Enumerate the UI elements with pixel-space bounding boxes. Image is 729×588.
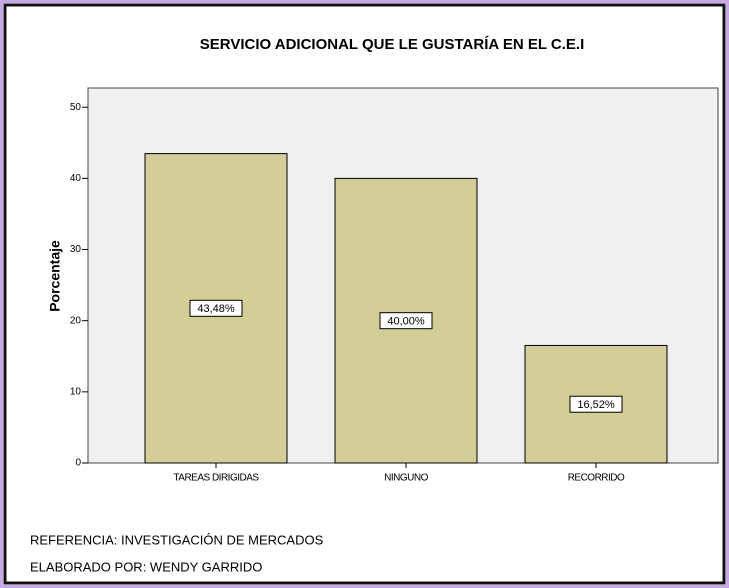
x-tick-label: NINGUNO bbox=[384, 473, 428, 484]
value-label-box bbox=[189, 299, 243, 317]
value-label: 43,48% bbox=[197, 303, 235, 315]
value-label-box bbox=[569, 395, 623, 413]
annotation: REFERENCIA: INVESTIGACIÓN DE MERCADOS bbox=[30, 532, 324, 547]
y-tick-label: 20 bbox=[70, 315, 82, 326]
y-axis-label: Porcentaje bbox=[47, 240, 63, 312]
chart-title: SERVICIO ADICIONAL QUE LE GUSTARÍA EN EL… bbox=[200, 36, 585, 53]
y-tick-label: 0 bbox=[75, 458, 81, 469]
x-tick-label: RECORRIDO bbox=[568, 473, 625, 484]
y-tick-label: 30 bbox=[70, 244, 82, 255]
y-tick-label: 50 bbox=[70, 102, 82, 113]
y-tick-label: 10 bbox=[70, 386, 82, 397]
value-label: 16,52% bbox=[577, 399, 615, 411]
x-tick-label: TAREAS DIRIGIDAS bbox=[173, 473, 259, 484]
value-label-box bbox=[379, 312, 433, 330]
value-label: 40,00% bbox=[387, 316, 425, 328]
y-tick-label: 40 bbox=[70, 173, 82, 184]
annotation: ELABORADO POR: WENDY GARRIDO bbox=[30, 559, 262, 574]
